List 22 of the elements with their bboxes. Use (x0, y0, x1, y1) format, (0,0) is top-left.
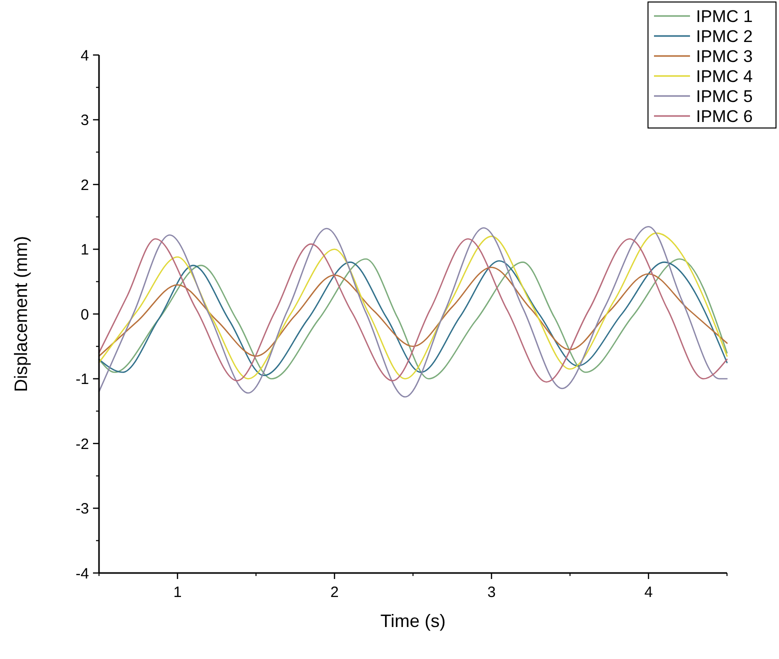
y-tick-label: -3 (76, 500, 89, 518)
legend-label: IPMC 1 (696, 6, 753, 26)
y-tick-label: 4 (80, 47, 89, 64)
legend-label: IPMC 6 (696, 106, 753, 126)
y-tick-label: 0 (80, 306, 89, 324)
y-axis-title: Displacement (mm) (11, 236, 31, 392)
legend-label: IPMC 3 (696, 46, 753, 66)
y-tick-label: -4 (76, 565, 89, 582)
x-tick-label: 2 (330, 584, 339, 601)
x-tick-label: 4 (644, 584, 653, 601)
line-series (98, 266, 728, 357)
y-tick-label: 3 (80, 112, 89, 129)
legend-label: IPMC 4 (696, 66, 753, 86)
y-tick-label: -1 (76, 371, 89, 388)
legend-label: IPMC 5 (696, 86, 753, 106)
x-tick-label: 1 (173, 584, 182, 601)
legend-label: IPMC 2 (696, 26, 753, 46)
y-tick-label: 2 (80, 176, 89, 194)
y-tick-label: -2 (76, 436, 89, 453)
y-tick-label: 1 (80, 242, 89, 258)
x-axis-title: Time (s) (380, 611, 446, 631)
x-tick-label: 3 (487, 584, 496, 601)
